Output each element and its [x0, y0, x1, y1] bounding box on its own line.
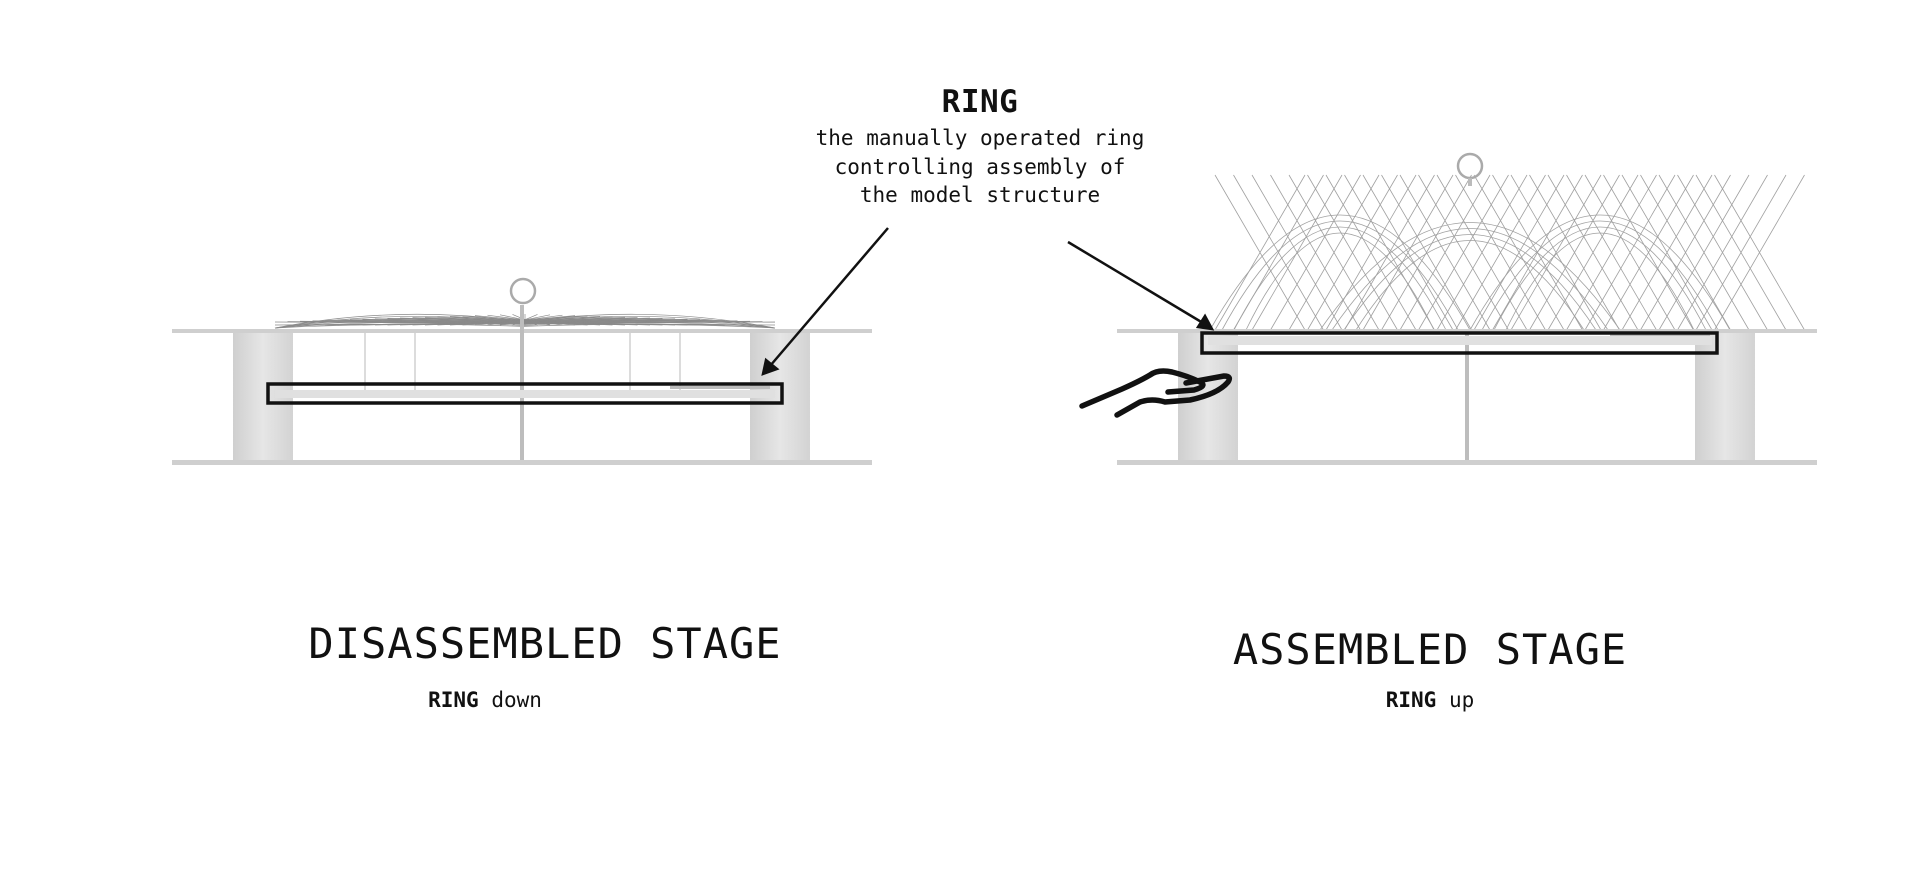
assembled-stage-caption: RING up: [1290, 688, 1570, 712]
bottom-plate-right: [1117, 460, 1817, 465]
disassembled-model: [172, 277, 872, 465]
flat-mesh: [274, 313, 776, 329]
hand-icon: [1079, 368, 1233, 418]
ring-highlight-left: [266, 382, 784, 405]
assembled-model: [1079, 152, 1817, 465]
dome-mesh: [1209, 174, 1805, 331]
arrow-to-left-ring: [769, 227, 889, 367]
ring-bar-right: [1208, 336, 1712, 345]
ring-state: up: [1448, 688, 1475, 712]
ring-bar-left: [275, 390, 775, 398]
callout-title: RING: [941, 84, 1019, 120]
callout-arrows: [761, 227, 1215, 376]
top-ring-right: [1456, 152, 1484, 180]
ring-highlight-right: [1200, 331, 1719, 355]
callout-description-line: controlling assembly of: [834, 154, 1126, 179]
ring-state: down: [491, 688, 542, 712]
disassembled-stage-title: DISASSEMBLED STAGE: [308, 619, 782, 668]
center-post-right: [1465, 333, 1469, 460]
bottom-plate-left: [172, 460, 872, 465]
top-ring-left: [509, 277, 537, 305]
disassembled-stage-caption: RING down: [345, 688, 625, 712]
callout-description: the manually operated ring controlling a…: [760, 124, 1200, 210]
ring-label: RING: [428, 688, 479, 712]
assembled-stage-title: ASSEMBLED STAGE: [1232, 625, 1628, 674]
top-plate-right: [1117, 329, 1817, 333]
callout-description-line: the manually operated ring: [815, 126, 1145, 150]
callout-description-line: the model structure: [859, 183, 1101, 207]
ring-label: RING: [1385, 688, 1437, 712]
arrow-to-right-ring: [1067, 240, 1204, 325]
